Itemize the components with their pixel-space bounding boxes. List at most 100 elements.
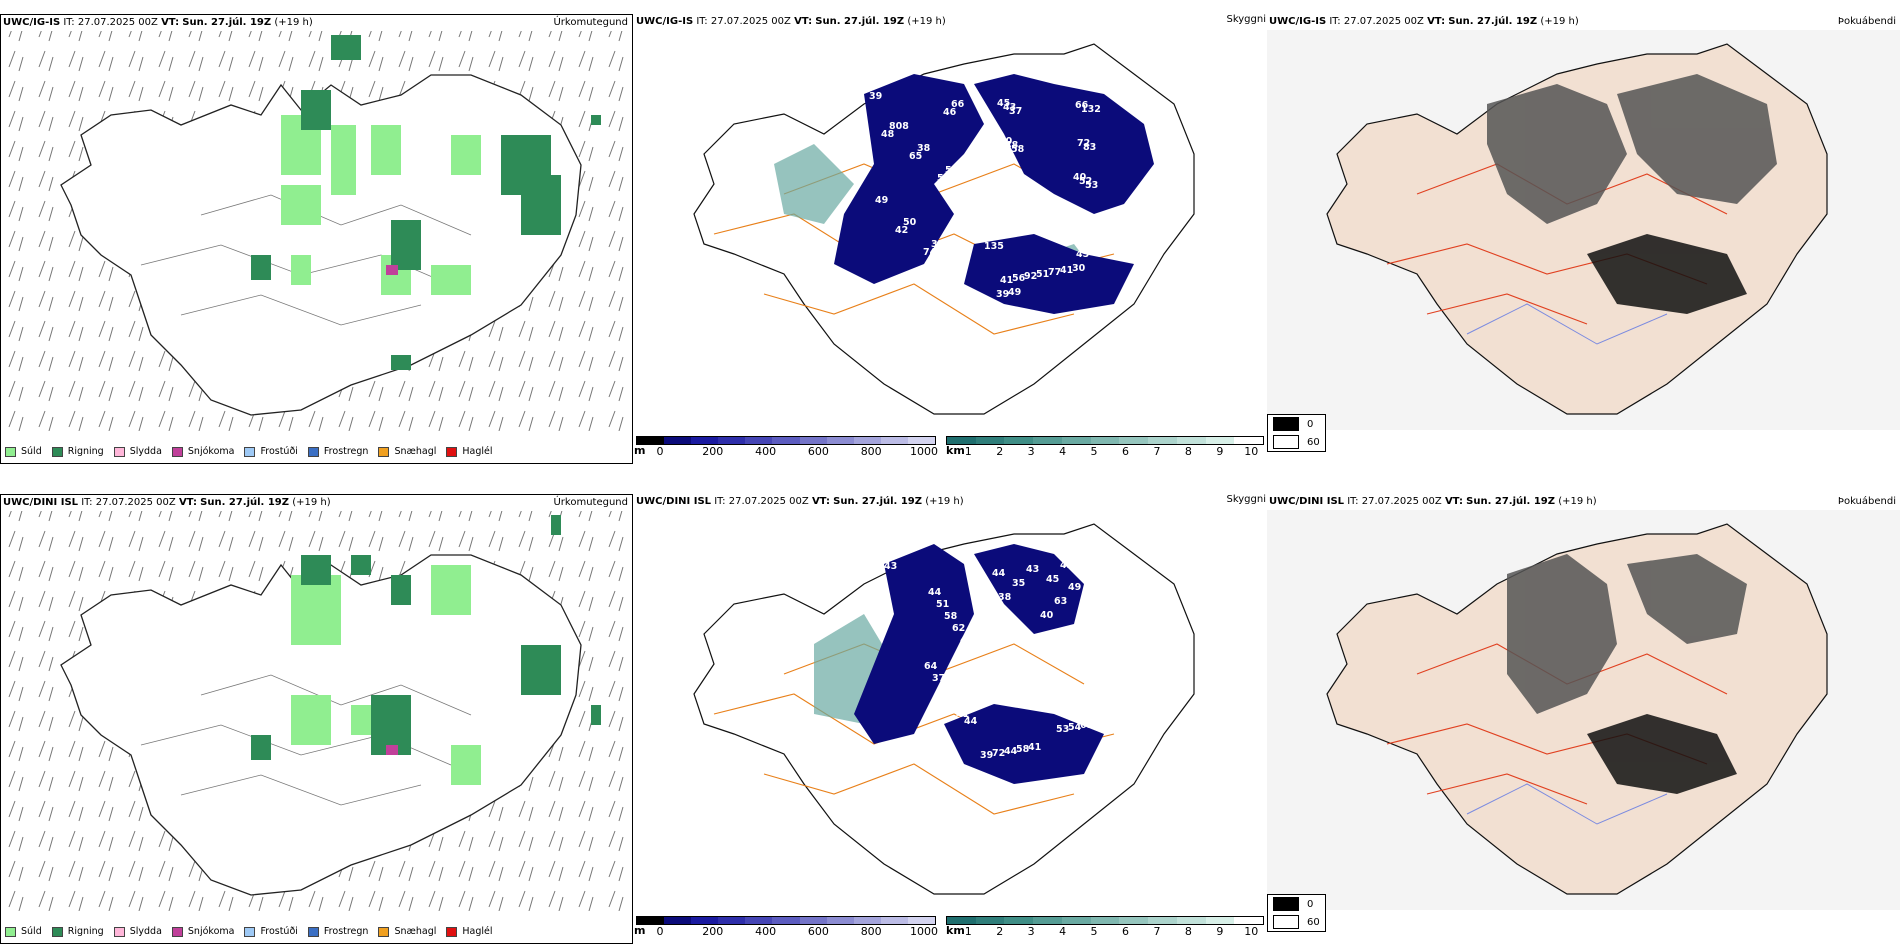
colorbar-segment bbox=[637, 917, 665, 924]
colorbar-tick-label: 800 bbox=[860, 925, 882, 938]
cloud-base-colorbar: 0 200 400 600 800 1000 m bbox=[634, 436, 938, 458]
legend-item: 60 bbox=[1268, 433, 1325, 451]
cloud-base-value: 77 bbox=[1048, 267, 1061, 278]
colorbar-segment bbox=[1004, 917, 1034, 924]
cloud-base-value: 132 bbox=[1081, 104, 1101, 115]
colorbar-segment bbox=[1205, 917, 1235, 924]
cloud-base-value: 66 bbox=[951, 99, 965, 110]
colorbar-segment bbox=[826, 917, 854, 924]
colorbar-segment bbox=[1090, 437, 1120, 444]
cloud-base-value: 51 bbox=[1036, 269, 1049, 280]
colorbar-segment bbox=[664, 917, 692, 924]
legend-item: 0 bbox=[1268, 895, 1325, 913]
cloud-base-value: 82 bbox=[940, 685, 953, 696]
precip-panel-row2: UWC/DINI ISL IT: 27.07.2025 00Z VT: Sun.… bbox=[0, 494, 633, 944]
panel-header: UWC/DINI ISL IT: 27.07.2025 00Z VT: Sun.… bbox=[3, 497, 331, 508]
legend-item: Slydda bbox=[113, 446, 162, 457]
colorbar-tick-label: 10 bbox=[1244, 925, 1259, 938]
legend-item: Rigning bbox=[51, 446, 104, 457]
cloud-base-value: 49 bbox=[1092, 718, 1105, 729]
legend-swatch bbox=[171, 446, 183, 457]
visibility-panel-row1: UWC/IG-IS IT: 27.07.2025 00Z VT: Sun. 27… bbox=[634, 14, 1266, 464]
colorbar-tick-label: 3 bbox=[1027, 925, 1035, 938]
cloud-base-value: 39 bbox=[980, 750, 993, 761]
colorbar-segment bbox=[664, 437, 692, 444]
cloud-base-value: 44 bbox=[1004, 746, 1018, 757]
cloud-base-value: 53 bbox=[1056, 724, 1069, 735]
colorbar-segment bbox=[853, 917, 881, 924]
legend-item: 60 bbox=[1268, 913, 1325, 931]
cloud-base-value: 35 bbox=[931, 239, 944, 250]
legend-item: 0 bbox=[1268, 415, 1325, 433]
colorbar-tick-label: 200 bbox=[702, 925, 724, 938]
panel-header: UWC/IG-IS IT: 27.07.2025 00Z VT: Sun. 27… bbox=[1269, 16, 1579, 27]
colorbar-tick-label: 6 bbox=[1121, 925, 1129, 938]
cloud-base-value: 57 bbox=[945, 165, 958, 176]
cloud-base-value: 40 bbox=[960, 635, 974, 646]
colorbar-tick-label: 3 bbox=[1027, 445, 1035, 458]
legend-item: Haglél bbox=[446, 926, 493, 937]
legend-item: Snæhagl bbox=[378, 926, 436, 937]
cloud-base-value: 44 bbox=[964, 716, 978, 727]
legend-swatch bbox=[244, 926, 256, 937]
cloud-base-value: 54 bbox=[1112, 243, 1126, 254]
visibility-map: 3945415740453570563866465088928087278494… bbox=[693, 43, 1195, 415]
panel-kind-label: Skyggni bbox=[1226, 14, 1266, 25]
cloud-base-value: 50 bbox=[903, 217, 917, 228]
panel-header: UWC/DINI ISL IT: 27.07.2025 00Z VT: Sun.… bbox=[636, 496, 964, 507]
cloud-base-value: 45 bbox=[997, 98, 1010, 109]
legend-item: Snjókoma bbox=[171, 446, 234, 457]
legend-swatch bbox=[5, 926, 16, 937]
cloud-base-value: 40 bbox=[1073, 172, 1087, 183]
legend-swatch bbox=[446, 926, 458, 937]
cloud-base-value: 41 bbox=[1060, 265, 1073, 276]
colorbar-tick-label: 1 bbox=[964, 445, 972, 458]
colorbar-segment bbox=[1148, 917, 1177, 924]
colorbar-segment bbox=[880, 917, 908, 924]
cloud-base-value: 46 bbox=[1088, 247, 1102, 258]
cloud-base-value: 62 bbox=[952, 623, 965, 634]
colorbar-segment bbox=[745, 437, 773, 444]
cloud-base-value: 58 bbox=[944, 611, 958, 622]
colorbar-segment bbox=[745, 917, 773, 924]
cloud-base-value: 78 bbox=[1100, 245, 1114, 256]
cloud-base-value: 39 bbox=[948, 697, 961, 708]
cloud-base-value: 41 bbox=[1000, 275, 1013, 286]
visibility-unit: km bbox=[946, 444, 965, 457]
precip-map bbox=[1, 511, 632, 911]
cloud-base-value: 48 bbox=[881, 129, 895, 140]
cloud-base-value: 46 bbox=[943, 107, 957, 118]
colorbar-segment bbox=[772, 917, 800, 924]
cloud-base-colorbar: 0 200 400 600 800 1000 m bbox=[634, 916, 938, 938]
cloud-base-value: 41 bbox=[1028, 742, 1041, 753]
cloud-base-value: 43 bbox=[884, 561, 897, 572]
precip-type-legend: Súld Rigning Slydda Snjókoma Frostúði Fr… bbox=[5, 446, 493, 457]
visibility-colorbar: 1 2 3 4 5 6 7 8 9 10 km bbox=[946, 436, 1264, 458]
colorbar-tick-label: 9 bbox=[1216, 445, 1224, 458]
cloud-base-value: 63 bbox=[1054, 596, 1067, 607]
legend-swatch bbox=[1273, 435, 1299, 449]
cloud-base-value: 38 bbox=[917, 143, 931, 154]
colorbar-segment bbox=[799, 437, 827, 444]
cloud-base-value: 58 bbox=[1016, 744, 1030, 755]
cloud-base-value: 43 bbox=[1003, 102, 1016, 113]
cloud-base-value: 41 bbox=[956, 709, 969, 720]
colorbar-tick-label: 1000 bbox=[910, 445, 938, 458]
cloud-base-value: 52 bbox=[1079, 176, 1092, 187]
colorbar-segment bbox=[1234, 917, 1264, 924]
legend-item: Frostúði bbox=[244, 446, 298, 457]
colorbar-tick-label: 2 bbox=[996, 925, 1004, 938]
colorbar-segment bbox=[975, 437, 1005, 444]
panel-kind-label: Úrkomutegund bbox=[553, 497, 628, 508]
panel-header: UWC/IG-IS IT: 27.07.2025 00Z VT: Sun. 27… bbox=[3, 17, 313, 28]
cloud-base-value: 64 bbox=[924, 661, 938, 672]
legend-item: Haglél bbox=[446, 446, 493, 457]
colorbar-tick-label: 800 bbox=[860, 445, 882, 458]
colorbar-segment bbox=[1119, 917, 1149, 924]
legend-item: Slydda bbox=[113, 926, 162, 937]
cloud-base-value: 51 bbox=[936, 599, 949, 610]
cloud-base-value: 56 bbox=[1012, 273, 1026, 284]
visibility-panel-row2: UWC/DINI ISL IT: 27.07.2025 00Z VT: Sun.… bbox=[634, 494, 1266, 944]
panel-kind-label: Þokuábendi bbox=[1837, 16, 1896, 27]
legend-item: Snjókoma bbox=[171, 926, 234, 937]
